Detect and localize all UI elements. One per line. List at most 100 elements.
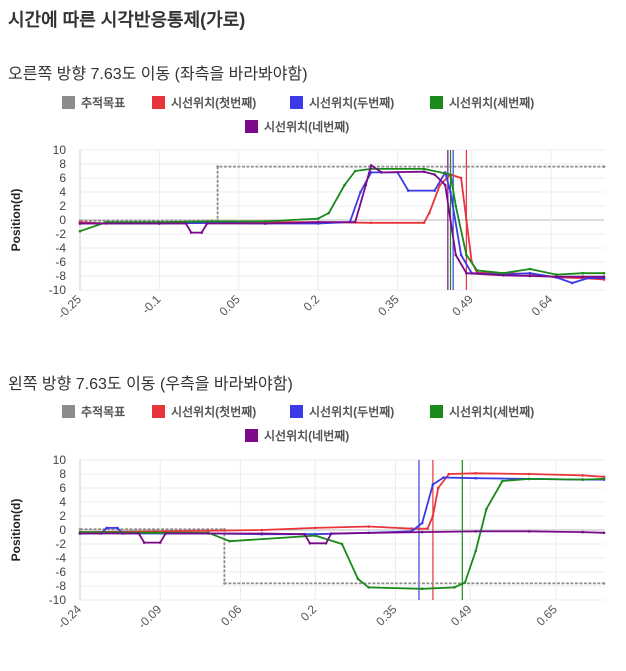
x-tick-label: 0.35 [375, 292, 402, 319]
data-point [353, 220, 357, 224]
data-point [528, 267, 532, 271]
data-point [502, 271, 505, 275]
data-point [158, 222, 161, 225]
y-axis-title: Position(d) [9, 189, 23, 252]
series-line [80, 528, 604, 585]
x-tick-label: 0.65 [534, 602, 561, 629]
legend-item[interactable]: 추적목표 [62, 94, 125, 111]
data-point [581, 474, 584, 477]
data-point [353, 169, 357, 173]
data-point [78, 229, 82, 233]
legend-label: 시선위치(네번째) [264, 429, 350, 443]
data-point [443, 183, 447, 187]
legend-label: 시선위치(첫번째) [171, 96, 257, 110]
legend-swatch [245, 429, 258, 442]
y-tick-label: -6 [55, 255, 66, 269]
data-point [436, 486, 440, 490]
data-point [602, 271, 606, 275]
data-point [528, 274, 532, 278]
data-point [216, 165, 219, 168]
data-point [264, 222, 267, 225]
y-tick-label: -8 [55, 269, 66, 283]
legend-item[interactable]: 시선위치(두번째) [290, 403, 394, 420]
data-point [527, 472, 531, 476]
data-point [164, 532, 167, 535]
data-point [431, 483, 435, 486]
legend-label: 시선위치(네번째) [264, 120, 350, 134]
data-point [420, 521, 424, 525]
y-tick-label: 8 [59, 467, 66, 481]
data-point [449, 190, 452, 194]
data-point [422, 167, 426, 171]
y-tick-label: -4 [55, 241, 66, 255]
data-point [422, 221, 426, 225]
x-tick-label: 0.06 [218, 602, 245, 629]
data-point [602, 477, 606, 481]
y-tick-label: -10 [49, 593, 67, 607]
data-point [314, 526, 317, 530]
legend-label: 시선위치(세번째) [449, 96, 535, 110]
data-point [78, 528, 82, 531]
data-point [581, 271, 585, 275]
data-point [406, 189, 410, 192]
data-point [340, 542, 344, 546]
data-point [158, 541, 162, 544]
data-point [260, 528, 264, 532]
x-tick-label: -0.09 [135, 602, 164, 631]
legend-swatch [245, 120, 258, 133]
x-tick-label: 0.64 [529, 292, 556, 319]
data-point [428, 211, 431, 215]
y-tick-label: 4 [59, 185, 66, 199]
y-axis-title: Position(d) [9, 499, 23, 562]
legend-item[interactable]: 시선위치(첫번째) [152, 403, 256, 420]
data-point [465, 253, 468, 257]
x-tick-label: 0.49 [448, 602, 475, 629]
data-point [527, 530, 531, 533]
data-point [453, 586, 456, 589]
series-line [79, 472, 605, 533]
data-point [502, 274, 505, 277]
data-point [581, 530, 584, 534]
data-point [343, 183, 346, 187]
data-point [369, 171, 373, 174]
data-point [555, 273, 558, 276]
data-point [463, 581, 467, 584]
data-point [555, 275, 558, 278]
data-point [264, 220, 267, 223]
data-point [454, 253, 458, 257]
data-point [314, 534, 317, 537]
legend-item[interactable]: 추적목표 [62, 403, 125, 420]
data-point [570, 281, 574, 285]
legend-item[interactable]: 시선위치(두번째) [290, 94, 394, 111]
data-point [105, 526, 108, 530]
data-point [78, 222, 82, 225]
legend-item[interactable]: 시선위치(네번째) [245, 118, 349, 135]
data-point [433, 189, 436, 192]
data-point [330, 532, 333, 535]
data-point [474, 472, 478, 475]
data-point [422, 170, 426, 173]
y-tick-label: 0 [59, 213, 66, 227]
data-point [228, 539, 231, 543]
legend-item[interactable]: 시선위치(세번째) [430, 403, 534, 420]
legend-item[interactable]: 시선위치(네번째) [245, 427, 349, 444]
data-point [369, 221, 373, 225]
data-point [200, 231, 203, 234]
series-line [80, 165, 604, 222]
x-tick-label: 0.35 [373, 602, 400, 629]
legend-item[interactable]: 시선위치(첫번째) [152, 94, 256, 111]
data-point [485, 507, 488, 511]
data-point [454, 204, 458, 208]
data-point [380, 171, 384, 174]
x-tick-label: 0.2 [298, 602, 320, 624]
legend-item[interactable]: 시선위치(세번째) [430, 94, 534, 111]
y-tick-label: 4 [59, 495, 66, 509]
data-point [189, 231, 193, 234]
data-point [420, 587, 424, 591]
legend-swatch [430, 96, 443, 109]
data-point [369, 164, 373, 167]
data-point [527, 477, 531, 481]
legend-swatch [430, 405, 443, 418]
data-point [184, 222, 188, 225]
